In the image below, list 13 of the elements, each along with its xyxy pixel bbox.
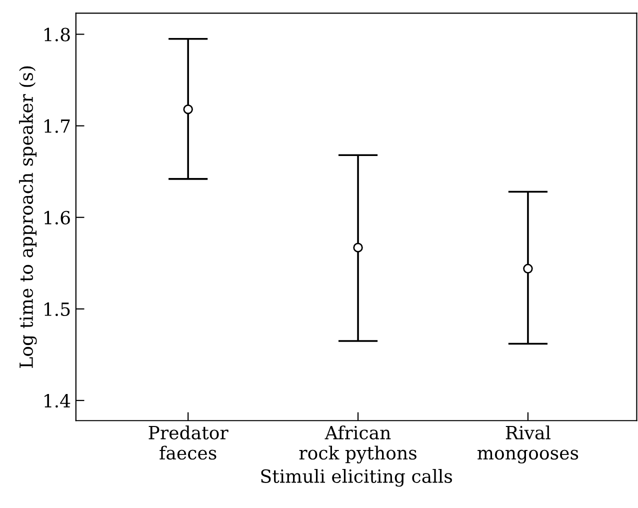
- point: [523, 264, 533, 274]
- point: [183, 104, 193, 114]
- x-tick-label: Rival mongooses: [478, 425, 578, 464]
- y-axis-title: Log time to approach speaker (s): [19, 66, 37, 368]
- y-tick-label: 1.6: [44, 210, 70, 224]
- y-tick-label: 1.4: [44, 394, 70, 408]
- x-tick-label: African rock pythons: [299, 425, 416, 464]
- y-tick-label: 1.5: [44, 302, 70, 316]
- point: [353, 242, 363, 252]
- x-axis-title: Stimuli eliciting calls: [261, 468, 452, 487]
- y-tick-label: 1.8: [44, 28, 70, 42]
- y-tick-label: 1.7: [44, 119, 70, 133]
- x-tick-label: Predator faeces: [148, 425, 228, 460]
